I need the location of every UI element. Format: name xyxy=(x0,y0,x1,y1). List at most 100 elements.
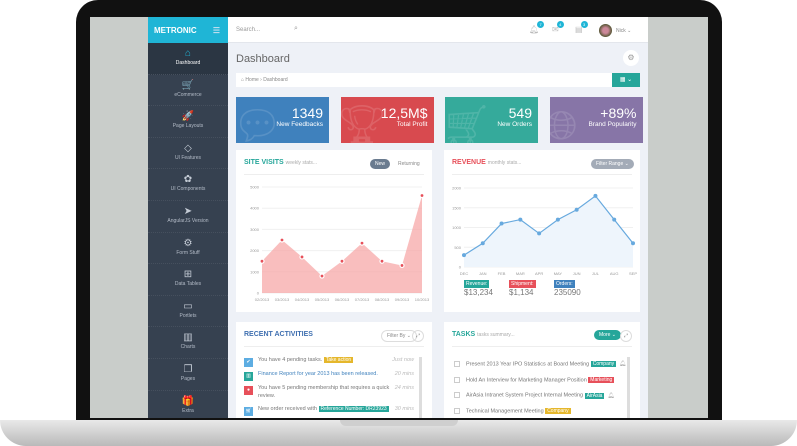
trophy-icon: 🏆︎ xyxy=(340,104,388,143)
kpi-value: $13,234 xyxy=(464,288,493,297)
kpi-label: Shipment: xyxy=(509,280,536,288)
task-checkbox[interactable] xyxy=(454,407,460,414)
tasks-portlet: TASKS tasks summary... More ⌄ ⤢ Present … xyxy=(444,322,640,418)
top-bar: Search... ⌕ 🔔︎ 7 ✉ 4 ▤ 3 Nick ⌄ xyxy=(228,17,648,43)
stat-card[interactable]: 🛒︎ 549 New Orders xyxy=(445,97,538,143)
data-point[interactable] xyxy=(419,192,425,199)
calendar-icon: ▦ xyxy=(619,77,626,83)
x-tick-label: 05/2013 xyxy=(315,297,330,302)
bell-icon[interactable]: 🔔︎ 7 xyxy=(529,21,545,34)
sidebar-item-angularjs-version[interactable]: ➤ AngularJS Version xyxy=(148,201,228,233)
logo[interactable]: METRONIC ☰ xyxy=(148,17,228,43)
task-checkbox[interactable] xyxy=(454,361,460,367)
data-point[interactable] xyxy=(574,207,579,212)
user-menu[interactable]: Nick ⌄ xyxy=(616,28,632,34)
search-input[interactable]: Search... xyxy=(236,27,261,33)
data-point[interactable] xyxy=(259,258,265,264)
sidebar-item-data-tables[interactable]: ⊞ Data Tables xyxy=(148,264,228,296)
task-checkbox[interactable] xyxy=(454,392,460,399)
date-range-button[interactable]: ▦ ⌄ xyxy=(612,73,640,87)
cart-icon: 🛒︎ xyxy=(244,407,253,416)
sidebar-item-pages[interactable]: ❐ Pages xyxy=(148,359,228,391)
x-tick-label: JUN xyxy=(573,271,581,276)
data-point[interactable] xyxy=(499,221,504,226)
sidebar-item-ui-features[interactable]: ◇ UI Features xyxy=(148,138,228,170)
scrollbar[interactable] xyxy=(419,357,422,418)
calendar-icon[interactable]: ▤ 3 xyxy=(575,21,588,34)
gear-icon[interactable]: ⚙ xyxy=(623,50,639,66)
search-icon[interactable]: ⌕ xyxy=(294,25,298,32)
filter-range-button[interactable]: Filter Range ⌄ xyxy=(591,159,634,169)
sidebar-item-extra[interactable]: 🎁 Extra xyxy=(148,391,228,418)
sidebar-item-label: eCommerce xyxy=(174,91,202,98)
data-point[interactable] xyxy=(299,254,305,260)
data-point[interactable] xyxy=(319,273,325,279)
bell-icon[interactable]: 🔔︎ xyxy=(607,392,615,399)
filter-label: Filter Range xyxy=(596,161,624,167)
stat-value: 549 xyxy=(508,105,532,121)
data-point[interactable] xyxy=(462,253,466,258)
sidebar-item-form-stuff[interactable]: ⚙ Form Stuff xyxy=(148,233,228,265)
x-tick-label: JUL xyxy=(592,271,600,276)
sidebar-item-charts[interactable]: ▥ Charts xyxy=(148,327,228,359)
sidebar-item-dashboard[interactable]: ⌂ Dashboard xyxy=(148,43,228,75)
data-point[interactable] xyxy=(399,262,405,269)
data-point[interactable] xyxy=(379,258,385,264)
stat-card[interactable]: 💬︎ 1349 New Feedbacks xyxy=(236,97,329,143)
portlet-subtitle: monthly stats... xyxy=(487,160,522,166)
activity-tag[interactable]: Take action xyxy=(323,357,354,363)
settings-icon: ⚙ xyxy=(183,237,193,249)
data-point[interactable] xyxy=(631,241,635,246)
sidebar-item-ecommerce[interactable]: 🛒 eCommerce xyxy=(148,75,228,107)
user-icon: ● xyxy=(244,386,253,395)
tab-returning[interactable]: Returning xyxy=(398,161,420,167)
data-point[interactable] xyxy=(518,217,523,222)
bell-icon[interactable]: 🔔︎ xyxy=(619,361,627,368)
data-point[interactable] xyxy=(359,240,365,246)
more-button[interactable]: More ⌄ xyxy=(594,330,621,340)
area-series xyxy=(262,195,422,293)
avatar[interactable] xyxy=(599,24,612,37)
sidebar-item-portlets[interactable]: ▭ Portlets xyxy=(148,296,228,328)
sidebar-item-page-layouts[interactable]: 🚀 Page Layouts xyxy=(148,106,228,138)
data-point[interactable] xyxy=(480,241,485,246)
y-tick-label: 2000 xyxy=(250,248,260,253)
data-point[interactable] xyxy=(339,258,345,264)
task-checkbox[interactable] xyxy=(454,376,460,383)
tab-new[interactable]: New xyxy=(370,159,391,169)
sidebar-item-label: Data Tables xyxy=(174,281,202,288)
task-item: Technical Management Meeting Company xyxy=(454,407,571,415)
data-point[interactable] xyxy=(612,217,617,222)
sidebar-item-label: AngularJS Version xyxy=(167,217,209,224)
portlet-title: SITE VISITS xyxy=(244,159,284,166)
kpi-label: Orders: xyxy=(554,280,575,288)
stat-value: +89% xyxy=(600,105,637,121)
scrollbar[interactable] xyxy=(627,357,630,418)
data-point[interactable] xyxy=(593,193,598,198)
filter-label: Filter By xyxy=(387,333,406,339)
breadcrumb-home[interactable]: Home xyxy=(245,77,259,83)
comments-icon: 💬︎ xyxy=(236,104,283,143)
fullscreen-icon[interactable]: ⤢ xyxy=(412,330,425,342)
data-point[interactable] xyxy=(537,231,542,236)
sidebar-item-ui-components[interactable]: ✿ UI Components xyxy=(148,169,228,201)
y-tick-label: 0 xyxy=(257,291,260,296)
line-series xyxy=(463,195,634,256)
check-icon: ✔ xyxy=(244,358,253,367)
task-tag: Company xyxy=(590,361,617,368)
portlet-title: REVENUE xyxy=(452,159,486,166)
breadcrumb: ⌂ Home › Dashboard xyxy=(236,73,640,87)
stat-card[interactable]: 🏆︎ 12,5M$ Total Profit xyxy=(340,97,434,143)
envelope-icon[interactable]: ✉ 4 xyxy=(552,21,564,34)
data-point[interactable] xyxy=(279,237,285,243)
menu-toggle-icon[interactable]: ☰ xyxy=(212,26,220,35)
task-tag: AirAsia xyxy=(584,392,605,399)
stat-card[interactable]: 🌐︎ +89% Brand Popularity xyxy=(549,97,643,143)
kpi-label: Revenue: xyxy=(464,280,490,288)
sidebar-item-label: Extra xyxy=(182,407,194,414)
stat-label: New Feedbacks xyxy=(276,121,323,128)
activity-tag[interactable]: Reference Number: DR23923 xyxy=(318,406,389,412)
fullscreen-icon[interactable]: ⤢ xyxy=(620,330,633,342)
data-point[interactable] xyxy=(555,217,560,222)
task-tag: Marketing xyxy=(588,377,615,384)
